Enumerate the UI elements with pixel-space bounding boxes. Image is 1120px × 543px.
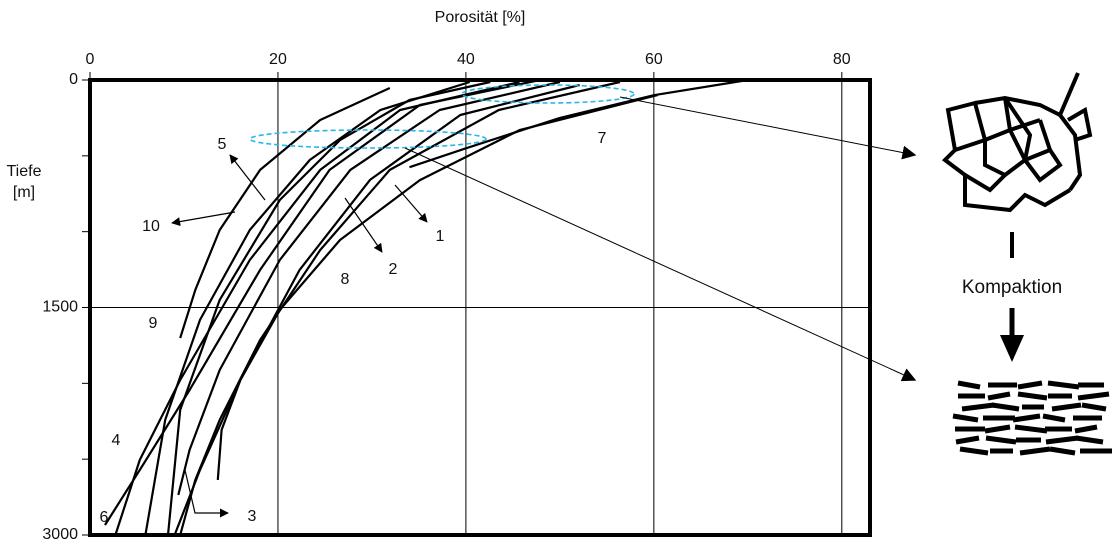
- curve-label: 8: [341, 271, 350, 288]
- x-tick-label: 80: [833, 51, 851, 68]
- curve-label: 7: [598, 130, 607, 147]
- x-tick-label: 0: [86, 51, 95, 68]
- compacted-grains: [952, 380, 1112, 456]
- flat-grain: [985, 435, 1017, 445]
- flat-grain: [1042, 413, 1066, 423]
- y-tick-label: 0: [69, 71, 78, 88]
- compaction-curve: [144, 80, 471, 536]
- curve-label: 6: [100, 509, 109, 526]
- curve-label: 4: [112, 432, 121, 449]
- compaction-curve: [173, 83, 580, 536]
- flat-grain: [1017, 391, 1048, 401]
- compaction-curve: [179, 87, 391, 339]
- flat-grain: [1074, 424, 1098, 434]
- flat-grain: [1075, 435, 1104, 445]
- flat-grain: [1081, 402, 1107, 412]
- plot-frame: [88, 78, 872, 537]
- compaction-curve: [409, 78, 748, 169]
- curves: [104, 78, 748, 536]
- compaction-curve: [216, 93, 658, 480]
- curve-label: 5: [218, 136, 227, 153]
- y-tick-label: 3000: [42, 526, 78, 543]
- pointer-arrow: [404, 147, 917, 382]
- flat-grain: [1017, 380, 1043, 390]
- label-arrows: [171, 154, 428, 518]
- flat-grain: [959, 446, 989, 456]
- x-tick-label: 20: [269, 51, 287, 68]
- curve-label: 10: [142, 218, 160, 235]
- x-tick-label: 40: [457, 51, 475, 68]
- zone-ellipse: [461, 84, 635, 104]
- flat-grain: [1045, 435, 1079, 445]
- flat-grain: [984, 424, 1011, 434]
- flat-grain: [957, 380, 981, 390]
- x-tick-label: 60: [645, 51, 663, 68]
- flat-grain: [1012, 413, 1041, 423]
- curve-label: 9: [149, 315, 158, 332]
- y-axis-label: Tiefe: [7, 163, 42, 180]
- curve-label: 2: [389, 261, 398, 278]
- pointer-arrow: [619, 96, 917, 160]
- x-axis-label: Porosität [%]: [435, 9, 526, 26]
- y-axis-label: [m]: [13, 184, 35, 201]
- compaction-curve: [114, 80, 520, 536]
- curve-label: 3: [248, 508, 257, 525]
- compaction-curve: [179, 80, 621, 536]
- flat-grain: [952, 413, 979, 423]
- compaction-arrowhead: [1000, 335, 1024, 362]
- flat-grain: [1077, 391, 1110, 401]
- flat-grain: [987, 391, 1011, 401]
- compaction-curve: [177, 80, 561, 496]
- flat-grain: [1051, 402, 1082, 412]
- zone-ellipse: [249, 129, 487, 149]
- loose-grains: [941, 72, 1093, 213]
- flat-grain: [1019, 446, 1051, 456]
- flat-grain: [961, 402, 995, 412]
- flat-grain: [1047, 380, 1080, 390]
- flat-grain: [955, 435, 980, 445]
- annotation: Kompaktion: [962, 277, 1062, 298]
- y-tick-label: 1500: [42, 299, 78, 316]
- flat-grain: [991, 402, 1020, 412]
- compaction-curve: [166, 80, 491, 536]
- flat-grain: [1014, 424, 1048, 434]
- curve-label: 1: [436, 228, 445, 245]
- flat-grain: [1049, 446, 1076, 456]
